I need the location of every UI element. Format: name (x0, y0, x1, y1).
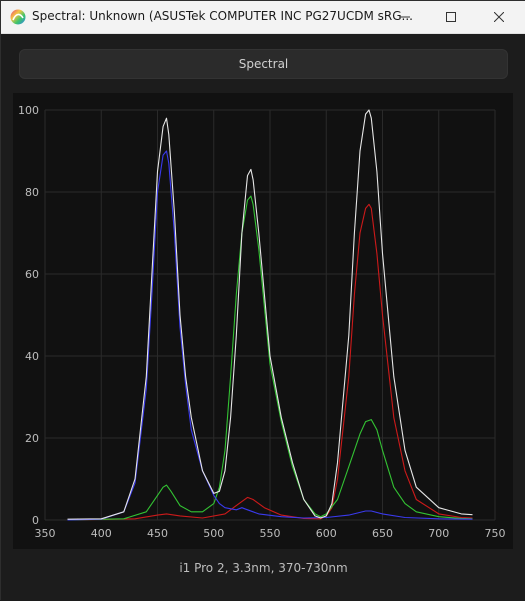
y-tick-label: 0 (32, 514, 39, 527)
y-tick-label: 60 (25, 268, 39, 281)
title-bar[interactable]: Spectral: Unknown (ASUSTek COMPUTER INC … (1, 1, 525, 34)
x-tick-label: 750 (485, 527, 506, 540)
x-tick-label: 700 (428, 527, 449, 540)
window-title: Spectral: Unknown (ASUSTek COMPUTER INC … (32, 9, 413, 23)
minimize-button[interactable] (382, 1, 428, 33)
minimize-icon (400, 16, 410, 18)
x-tick-label: 550 (260, 527, 281, 540)
app-icon (10, 9, 26, 25)
x-tick-label: 600 (316, 527, 337, 540)
plot-area (13, 93, 513, 549)
y-tick-label: 80 (25, 186, 39, 199)
x-tick-label: 400 (91, 527, 112, 540)
green-channel-line (67, 195, 473, 521)
x-tick-label: 350 (35, 527, 56, 540)
y-tick-label: 20 (25, 432, 39, 445)
x-tick-label: 650 (372, 527, 393, 540)
total-spectrum-line (67, 109, 473, 520)
y-tick-label: 100 (18, 104, 39, 117)
blue-channel-line (67, 150, 473, 521)
y-tick-label: 40 (25, 350, 39, 363)
close-icon (494, 12, 504, 22)
maximize-icon (446, 12, 456, 22)
maximize-button[interactable] (428, 1, 474, 33)
red-channel-line (67, 203, 473, 521)
x-tick-label: 450 (147, 527, 168, 540)
close-button[interactable] (476, 1, 522, 33)
x-tick-label: 500 (203, 527, 224, 540)
instrument-caption: i1 Pro 2, 3.3nm, 370-730nm (179, 561, 348, 575)
spectral-button[interactable]: Spectral (19, 49, 508, 79)
